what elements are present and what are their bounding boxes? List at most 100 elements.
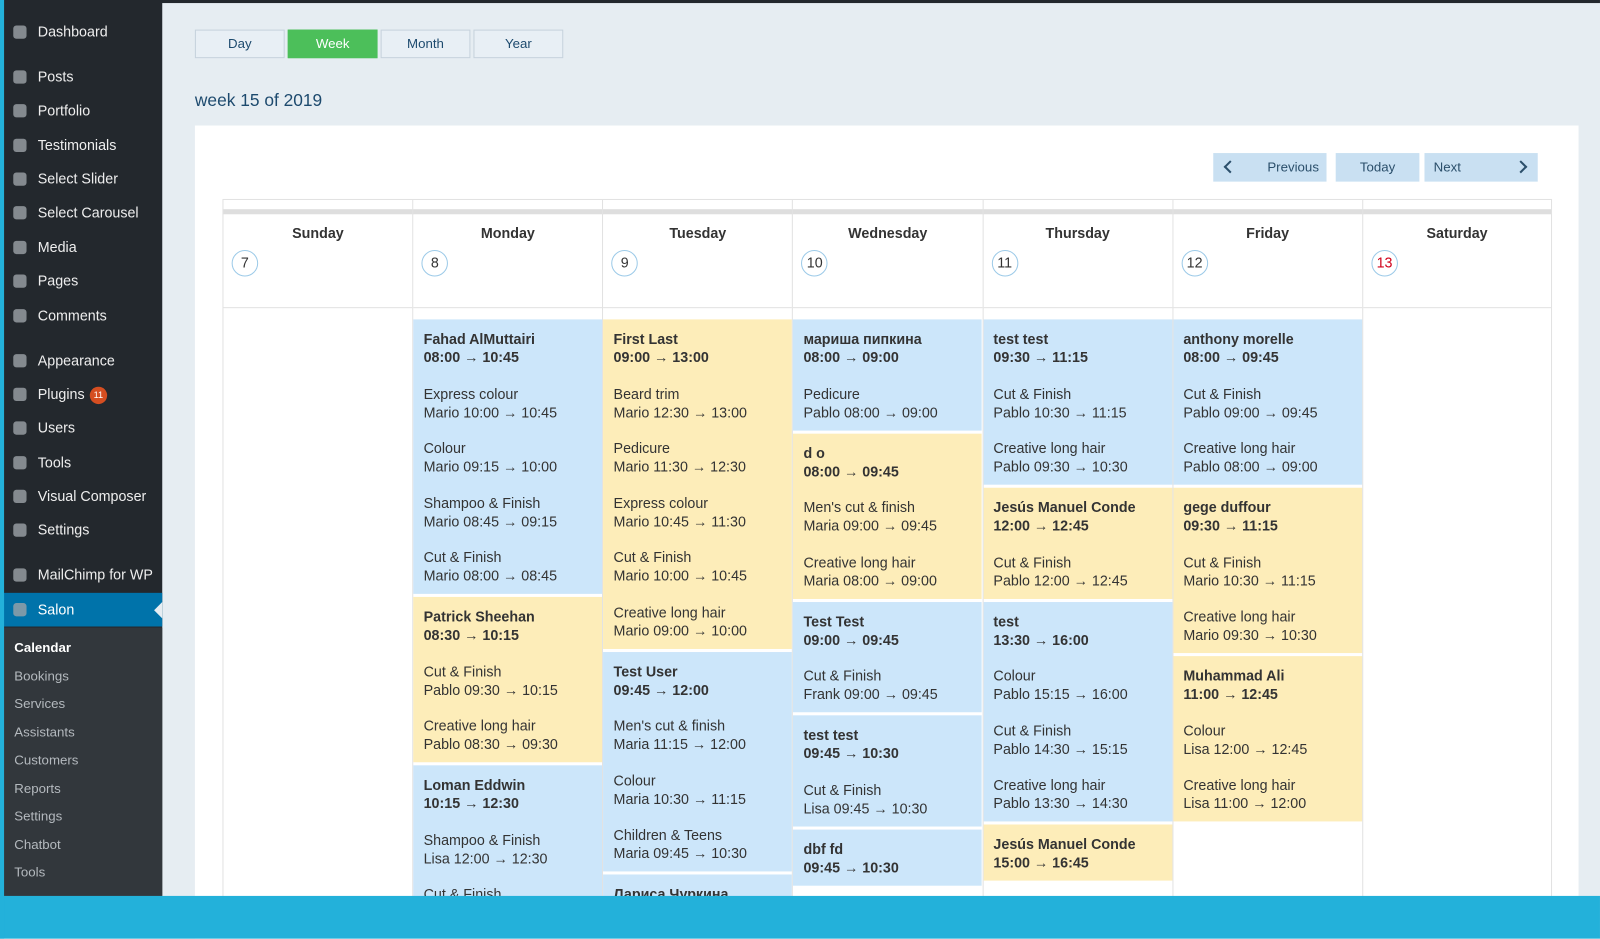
booking-card[interactable]: мариша пипкина 08:00 → 09:00 Pedicure Pablo… (793, 319, 983, 431)
service-detail: Mario 08:00 → 08:45 (423, 567, 558, 584)
service: Pedicure Mario 11:30 → 12:30 (614, 439, 782, 476)
booking-card[interactable]: d o 08:00 → 09:45 Men's cut & finish Maria … (793, 433, 983, 599)
service: Creative long hair Pablo 08:30 → 09:30 (424, 716, 592, 753)
booking-time: 09:45 → 10:30 (803, 744, 899, 762)
service: Men's cut & finish Maria 11:15 → 12:00 (614, 716, 782, 753)
submenu-item[interactable]: Chatbot (14, 836, 61, 852)
prev-label: Previous (1267, 159, 1319, 175)
booking-card[interactable]: Loman Eddwin 10:15 → 12:30 Shampoo & Finis… (413, 765, 603, 913)
submenu-item[interactable]: Customers (14, 752, 79, 768)
week-title: week 15 of 2019 (194, 90, 323, 111)
service-detail: Pablo 08:30 → 09:30 (423, 735, 558, 753)
menu-item[interactable]: Tools (0, 446, 162, 480)
day-date: 8 (421, 249, 449, 277)
service-detail: Lisa 11:00 → 12:00 (1183, 794, 1307, 812)
day-date: 11 (991, 249, 1018, 277)
service-name: Cut & Finish (993, 385, 1072, 402)
menu-item[interactable]: MailChimp for WP (0, 559, 162, 593)
booking-card[interactable]: First Last 09:00 → 13:00 Beard trim Mario 1… (603, 319, 793, 649)
service: Creative long hair Pablo 09:30 → 10:30 (993, 439, 1161, 476)
booking-card[interactable]: test test 09:45 → 10:30 Cut & Finish Lisa 0… (793, 715, 983, 827)
service-name: Children & Teens (613, 826, 723, 843)
service-name: Colour (1183, 721, 1226, 739)
service-name: Pedicure (803, 385, 860, 402)
customer-name: Patrick Sheehan (423, 608, 535, 625)
bookings: anthony morelle 08:00 → 09:45 Cut & Finish… (1173, 319, 1362, 824)
booking-card[interactable]: dbf fd 09:45 → 10:30 (793, 829, 983, 886)
service-detail: Mario 10:00 → 10:45 (423, 403, 558, 420)
menu-item[interactable]: Appearance (0, 343, 162, 377)
menu-item[interactable]: Plugins 11 (0, 377, 162, 411)
service: Express colour Mario 10:00 → 10:45 (424, 384, 592, 421)
view-button[interactable]: Year (473, 29, 564, 59)
booking-card[interactable]: Test Test 09:00 → 09:45 Cut & Finish Frank … (793, 601, 983, 713)
day-date: 13 (1371, 249, 1398, 277)
menu-item[interactable]: Visual Composer (0, 480, 162, 514)
day-name: Friday (1246, 224, 1290, 241)
booking-time: 08:30 → 10:15 (423, 626, 519, 643)
submenu-item[interactable]: Services (14, 695, 66, 712)
menu-item[interactable]: Users (0, 412, 162, 446)
menu-item[interactable]: Dashboard (0, 15, 162, 49)
next-button[interactable]: Next (1424, 153, 1538, 182)
menu-item[interactable]: Pages (0, 265, 162, 299)
prev-button[interactable]: Previous (1213, 153, 1327, 182)
view-switcher: Day Week Month Year (194, 29, 564, 59)
booking-card[interactable]: Jesús Manuel Conde 15:00 → 16:45 (983, 824, 1172, 881)
service: Colour Maria 10:30 → 11:15 (614, 771, 782, 808)
service: Cut & Finish Mario 08:00 → 08:45 (424, 548, 592, 585)
booking-time: 09:45 → 10:30 (803, 858, 899, 875)
row-line (793, 307, 983, 309)
menu-group: Posts Portfolio Testimonials Select Slider S… (0, 60, 162, 333)
menu-item[interactable]: Posts (0, 60, 162, 94)
customer-name: anthony morelle (1183, 330, 1294, 347)
menu-item[interactable]: Settings (0, 514, 162, 548)
customer-name: Jesús Manuel Conde (993, 835, 1136, 853)
menu-item[interactable]: Salon (0, 592, 163, 627)
booking-card[interactable]: anthony morelle 08:00 → 09:45 Cut & Finish… (1173, 319, 1362, 485)
day-name: Tuesday (669, 224, 727, 241)
booking-card[interactable]: Jesús Manuel Conde 12:00 → 12:45 Cut & Fin… (983, 487, 1172, 599)
service-name: Creative long hair (1183, 439, 1296, 457)
view-button[interactable]: Day (194, 29, 285, 59)
booking-card[interactable]: gege duffour 09:30 → 11:15 Cut & Finish Mar… (1173, 487, 1362, 654)
submenu-item[interactable]: Tools (14, 864, 46, 880)
menu-item[interactable]: Testimonials (0, 128, 162, 162)
day-column: Wednesday 10 мариша пипкина 08:00 → 09:00 Pe… (792, 199, 983, 935)
booking-card[interactable]: Muhammad Ali 11:00 → 12:45 Colour Lisa 12:0… (1173, 656, 1362, 822)
customer-name: test test (803, 726, 859, 743)
booking-card[interactable]: test test 09:30 → 11:15 Cut & Finish Pablo … (983, 319, 1172, 485)
menu-group: MailChimp for WP Salon (0, 559, 163, 627)
day-date: 12 (1181, 249, 1208, 277)
menu-item[interactable]: Comments (0, 299, 162, 333)
service-detail: Mario 10:45 → 11:30 (613, 512, 746, 530)
view-button[interactable]: Month (380, 29, 471, 59)
service-detail: Lisa 09:45 → 10:30 (803, 799, 928, 816)
booking-card[interactable]: test 13:30 → 16:00 Colour Pablo 15:15 → 16:… (983, 601, 1172, 822)
customer-name: Loman Eddwin (423, 776, 526, 793)
day-name: Wednesday (848, 224, 928, 241)
menu-item[interactable]: Select Slider (0, 162, 162, 196)
day-column: Tuesday 9 First Last 09:00 → 13:00 Beard tri… (602, 199, 793, 935)
menu-item[interactable]: Media (0, 230, 162, 264)
submenu-item[interactable]: Bookings (14, 667, 69, 684)
booking-card[interactable]: Fahad AlMuttairi 08:00 → 10:45 Express col… (413, 319, 603, 594)
service-detail: Mario 09:00 → 10:00 (613, 621, 747, 639)
day-name: Sunday (292, 224, 344, 241)
submenu-item[interactable]: Calendar (14, 639, 72, 656)
service-detail: Frank 09:00 → 09:45 (803, 685, 938, 703)
view-button[interactable]: Week (287, 29, 378, 59)
menu-item[interactable]: Portfolio (0, 94, 162, 128)
menu-item[interactable]: Select Carousel (0, 196, 162, 230)
booking-card[interactable]: Patrick Sheehan 08:30 → 10:15 Cut & Finish… (413, 596, 603, 763)
submenu-item[interactable]: Settings (14, 808, 63, 824)
booking-card[interactable]: Test User 09:45 → 12:00 Men's cut & finish… (603, 651, 793, 872)
today-button[interactable]: Today (1335, 153, 1420, 182)
service: Creative long hair Maria 08:00 → 09:00 (803, 553, 971, 590)
booking-time: 08:00 → 09:45 (803, 462, 899, 480)
service: Cut & Finish Pablo 10:30 → 11:15 (993, 384, 1161, 421)
admin-bar (0, 0, 1600, 4)
submenu-item[interactable]: Reports (14, 780, 61, 796)
service: Creative long hair Lisa 11:00 → 12:00 (1183, 776, 1351, 813)
submenu-item[interactable]: Assistants (14, 723, 75, 740)
